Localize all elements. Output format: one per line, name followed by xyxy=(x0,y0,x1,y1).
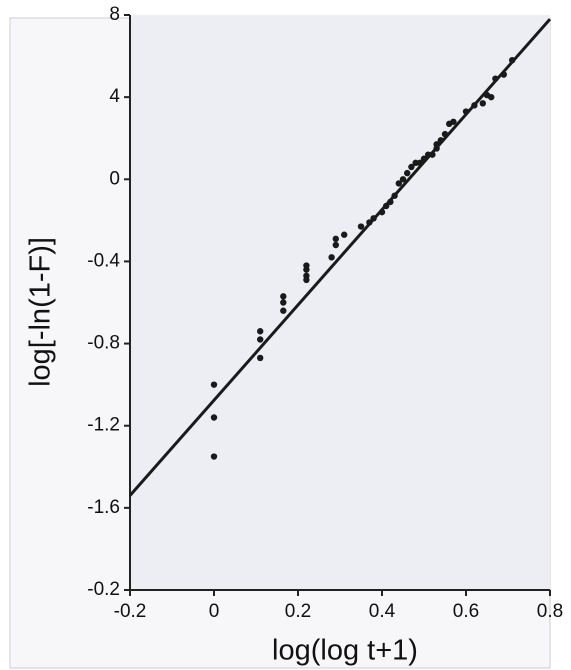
fit-line xyxy=(128,18,552,497)
data-point xyxy=(257,354,264,362)
data-point xyxy=(257,328,264,335)
data-point xyxy=(303,266,310,273)
plot-area xyxy=(130,15,550,590)
data-point xyxy=(471,102,478,109)
y-tick-label: 0 xyxy=(109,168,120,189)
data-point xyxy=(303,276,310,284)
data-point xyxy=(404,169,411,177)
data-point xyxy=(383,202,390,210)
data-point xyxy=(366,219,373,226)
data-point xyxy=(509,56,516,64)
data-point xyxy=(492,75,499,82)
data-point xyxy=(441,130,449,138)
data-point xyxy=(399,176,407,183)
data-point xyxy=(462,108,470,115)
y-tick-label: 4 xyxy=(109,86,120,107)
x-tick-label: 0.6 xyxy=(453,601,479,622)
y-tick-label: -1.6 xyxy=(87,497,120,518)
x-tick-label: 0.2 xyxy=(285,601,311,622)
data-point xyxy=(332,241,339,249)
x-tick-label: 0 xyxy=(209,601,220,622)
data-point xyxy=(280,307,287,314)
data-point xyxy=(488,93,495,101)
data-point xyxy=(387,198,394,206)
data-point xyxy=(357,223,365,230)
data-point xyxy=(437,137,444,144)
data-point xyxy=(479,100,486,107)
data-point xyxy=(395,180,402,187)
data-point xyxy=(332,235,339,243)
data-point xyxy=(328,254,335,261)
data-point xyxy=(210,414,218,421)
data-point xyxy=(420,155,428,162)
data-point xyxy=(450,118,457,125)
data-point xyxy=(416,159,423,167)
data-point xyxy=(378,208,386,216)
data-point xyxy=(500,71,507,78)
data-point xyxy=(433,141,440,148)
data-point xyxy=(341,231,348,238)
x-tick-label: 0.8 xyxy=(537,601,563,622)
data-point xyxy=(370,215,377,222)
data-point xyxy=(280,293,287,300)
data-point xyxy=(280,299,287,306)
data-point xyxy=(210,381,218,388)
data-point xyxy=(429,151,436,158)
y-axis-title: log[-ln(1-F)] xyxy=(25,237,57,387)
data-point xyxy=(391,192,398,199)
data-point xyxy=(210,453,218,460)
data-point xyxy=(408,163,415,171)
y-tick-label: -0.2 xyxy=(87,579,120,600)
y-tick-label: -1.2 xyxy=(87,415,120,436)
y-tick-label: -0.8 xyxy=(87,333,120,354)
y-tick-label: 8 xyxy=(109,4,120,25)
data-point xyxy=(257,336,264,343)
x-tick-label: 0.4 xyxy=(369,601,396,622)
x-axis-title: log(log t+1) xyxy=(272,635,418,667)
y-tick-label: -0.4 xyxy=(87,250,120,271)
x-tick-label: -0.2 xyxy=(114,601,147,622)
